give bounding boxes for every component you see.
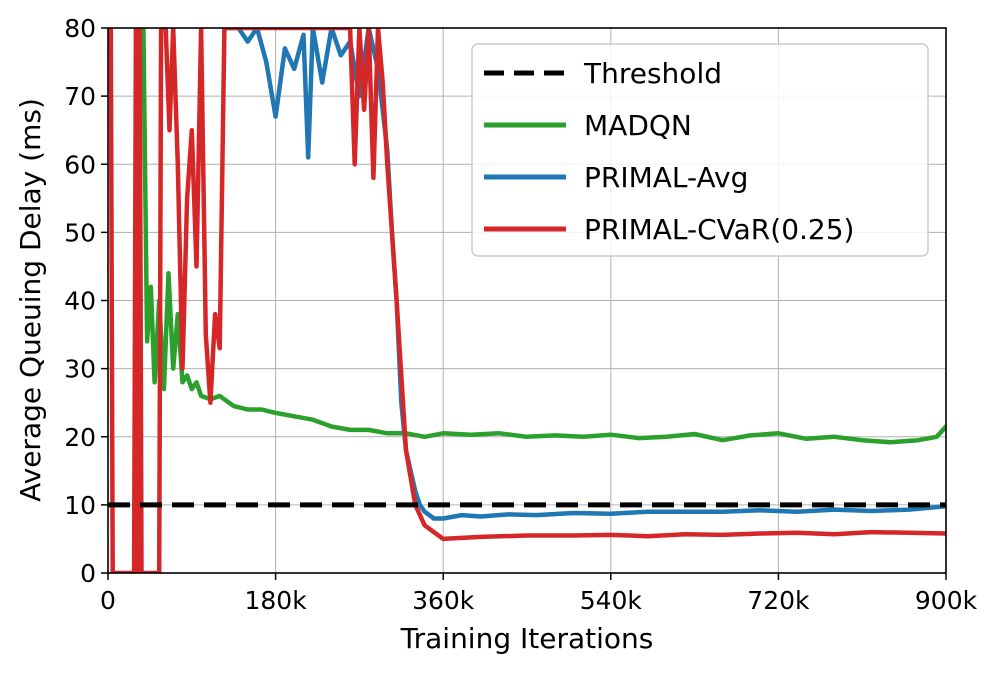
legend-box — [471, 43, 929, 257]
x-tick-label-1: 180k — [244, 586, 307, 615]
legend-label-primal-cvar-0-25: PRIMAL-CVaR(0.25) — [584, 213, 854, 246]
x-tick-label-0: 0 — [100, 586, 116, 615]
y-tick-label-0: 0 — [80, 559, 96, 588]
y-tick-label-1: 10 — [64, 491, 96, 520]
series-line-primal-cvar-0-25 — [108, 28, 946, 573]
x-tick-label-4: 720k — [747, 586, 810, 615]
legend-label-primal-avg: PRIMAL-Avg — [584, 161, 748, 194]
y-tick-label-2: 20 — [64, 423, 96, 452]
legend-label-threshold: Threshold — [583, 57, 722, 90]
y-axis-title: Average Queuing Delay (ms) — [14, 98, 47, 502]
y-tick-label-8: 80 — [64, 14, 96, 43]
x-tick-label-2: 360k — [412, 586, 475, 615]
series-group — [108, 28, 946, 573]
x-tick-label-3: 540k — [580, 586, 643, 615]
legend-label-madqn: MADQN — [584, 109, 692, 142]
y-tick-label-3: 30 — [64, 355, 96, 384]
y-tick-label-5: 50 — [64, 218, 96, 247]
series-line-madqn — [141, 28, 946, 445]
y-axis-ticks: 0 10 20 30 40 50 60 70 80 — [64, 14, 108, 588]
y-tick-label-4: 40 — [64, 287, 96, 316]
y-tick-label-6: 60 — [64, 150, 96, 179]
y-tick-label-7: 70 — [64, 82, 96, 111]
x-tick-label-5: 900k — [915, 586, 978, 615]
legend: Threshold MADQN PRIMAL-Avg PRIMAL-CVaR(0.25… — [471, 43, 929, 257]
x-axis-title: Training Iterations — [400, 622, 654, 655]
x-axis-ticks: 0 180k 360k 540k 720k 900k — [100, 573, 978, 615]
